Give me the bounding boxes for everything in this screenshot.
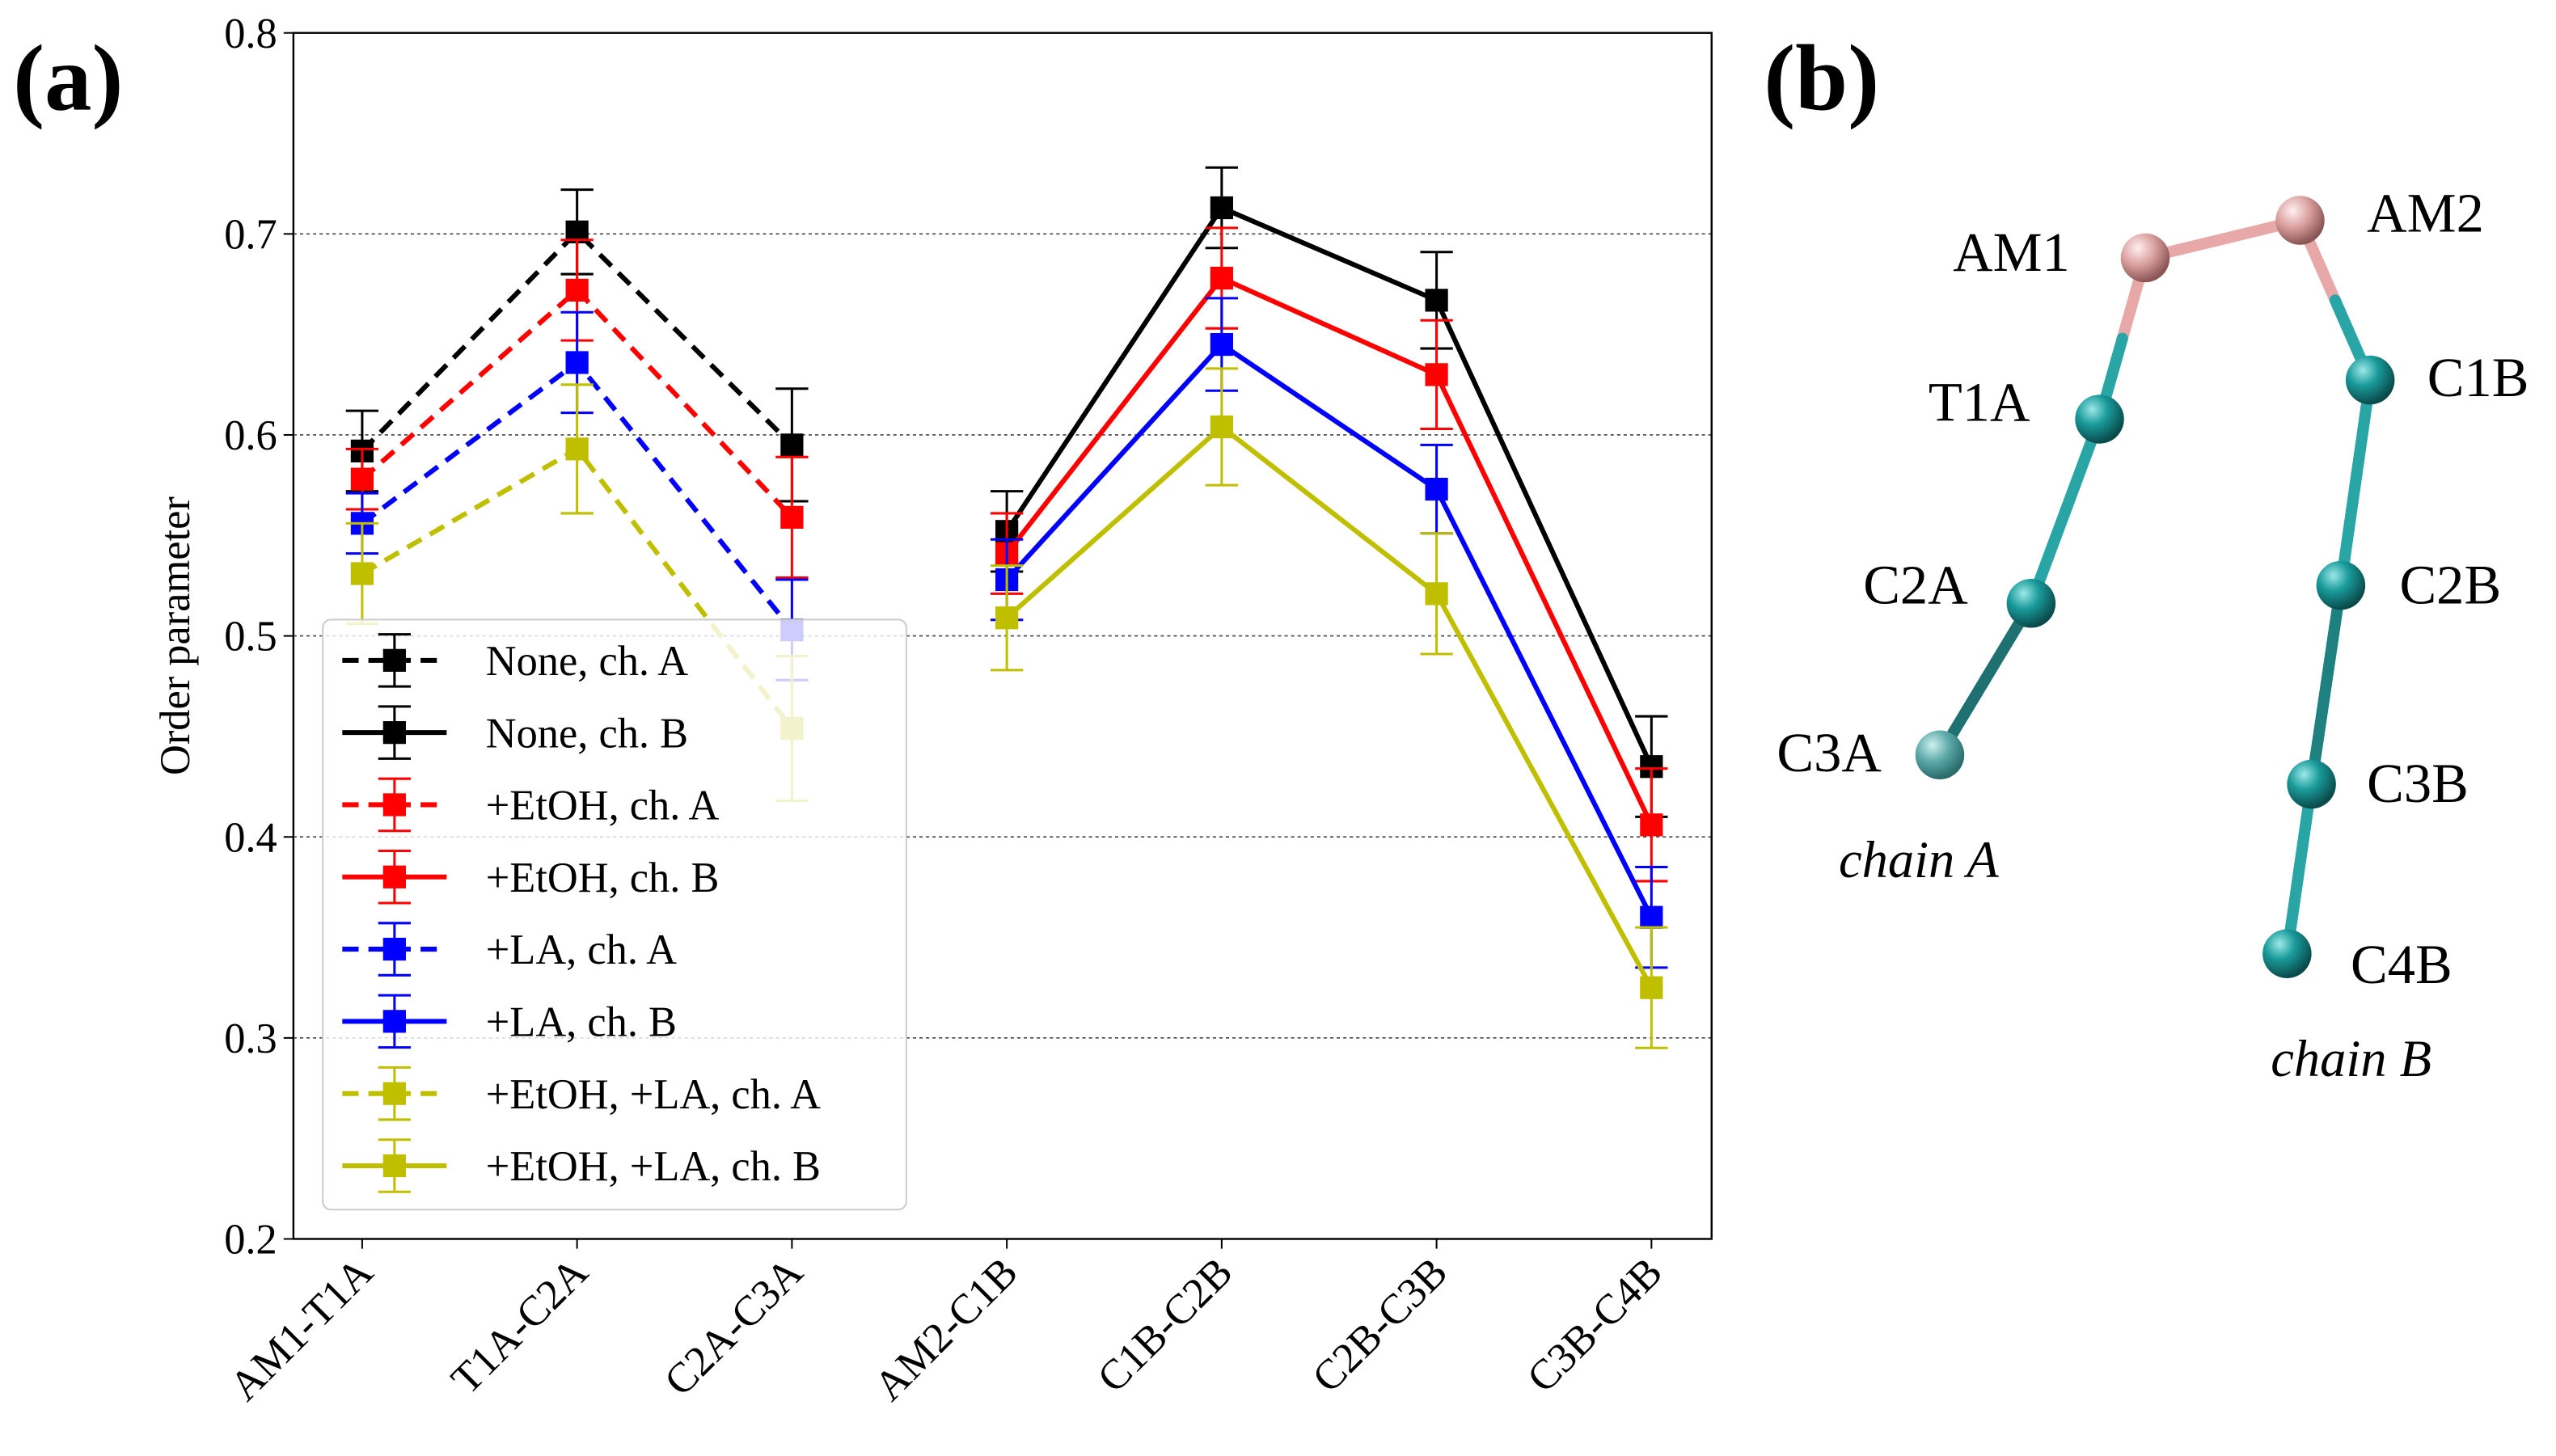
bead-c3b	[2287, 759, 2336, 809]
bead-label: C1B	[2427, 347, 2529, 408]
x-tick-label: C1B-C2B	[1088, 1248, 1241, 1401]
data-point	[350, 562, 374, 585]
legend-marker	[382, 1082, 406, 1105]
legend-entry: None, ch. B	[342, 705, 688, 760]
bead-label: AM2	[2367, 183, 2484, 244]
bead-label: C3A	[1777, 722, 1881, 783]
legend-entry: +LA, ch. A	[342, 922, 677, 977]
bead-am1	[2120, 233, 2170, 283]
data-point	[1640, 976, 1663, 999]
data-point	[780, 433, 804, 457]
series-line	[360, 228, 794, 453]
legend-marker	[382, 865, 406, 888]
panel-label-a: (a)	[13, 26, 123, 130]
x-tick-label: AM1-T1A	[221, 1248, 382, 1410]
series-line	[1004, 275, 1654, 826]
legend-marker	[382, 721, 406, 745]
plot-frame	[292, 32, 1713, 1240]
series-line	[1005, 424, 1654, 990]
data-point	[1210, 266, 1233, 290]
legend: None, ch. A None, ch. B +EtOH, ch. A +EtOH,…	[322, 618, 907, 1211]
legend-marker	[382, 937, 406, 961]
series-line	[1004, 205, 1654, 768]
legend-label: +LA, ch. B	[486, 999, 677, 1046]
chain-label-b: chain B	[2271, 1030, 2431, 1087]
series-2	[345, 238, 809, 580]
x-tick-label: C2A-C3A	[656, 1248, 812, 1404]
data-point	[1210, 415, 1233, 439]
y-tick-label: 0.4	[224, 814, 277, 861]
bead-label: AM1	[1953, 222, 2070, 283]
panel-label-b: (b)	[1764, 26, 1879, 130]
bead-c2a	[2006, 579, 2056, 628]
bead-label: C3B	[2367, 753, 2469, 814]
y-tick-label: 0.6	[224, 412, 277, 459]
legend-label: +LA, ch. A	[486, 926, 677, 973]
chain-label-a: chain A	[1839, 831, 1999, 888]
legend-label: +EtOH, ch. B	[486, 855, 720, 901]
data-point	[995, 606, 1019, 630]
data-point	[1640, 813, 1663, 837]
bead-c3a	[1915, 730, 1965, 780]
legend-label: None, ch. B	[486, 710, 688, 757]
legend-marker	[382, 793, 406, 817]
bead-label: C4B	[2351, 934, 2452, 995]
legend-entry: +EtOH, +LA, ch. B	[342, 1138, 821, 1193]
bead-label: C2B	[2399, 554, 2501, 615]
legend-label: None, ch. A	[486, 638, 688, 685]
bead-c4b	[2262, 929, 2312, 978]
data-point	[1425, 363, 1448, 386]
y-axis-label: Order parameter	[152, 496, 199, 775]
legend-entry: +EtOH, ch. A	[342, 777, 720, 833]
x-tick-label: AM2-C1B	[865, 1248, 1027, 1410]
x-tick-label: C2B-C3B	[1303, 1248, 1456, 1401]
y-tick-label: 0.8	[224, 11, 277, 57]
bead-am2	[2275, 196, 2325, 245]
series-line	[1004, 341, 1654, 919]
bead-label: C2A	[1863, 554, 1967, 615]
legend-label: +EtOH, ch. A	[486, 783, 720, 829]
bead-c2b	[2316, 560, 2366, 610]
data-point	[565, 351, 589, 374]
data-point	[1425, 289, 1448, 312]
bead-t1a	[2075, 395, 2124, 444]
legend-marker	[382, 1010, 406, 1033]
data-point	[1210, 332, 1233, 357]
legend-label: +EtOH, +LA, ch. A	[486, 1071, 821, 1118]
data-point	[350, 467, 374, 491]
legend-entry: +LA, ch. B	[342, 994, 677, 1049]
data-point	[565, 437, 589, 461]
legend-label: +EtOH, +LA, ch. B	[486, 1143, 821, 1190]
bead-c1b	[2345, 355, 2395, 405]
data-point	[1210, 196, 1233, 220]
data-point	[1425, 582, 1448, 606]
bead-label: T1A	[1929, 371, 2030, 433]
x-tick-label: T1A-C2A	[442, 1248, 597, 1403]
data-point	[1640, 905, 1663, 929]
y-tick-label: 0.5	[224, 614, 277, 660]
data-point	[565, 278, 589, 302]
y-tick-label: 0.3	[224, 1015, 277, 1062]
series-7	[990, 367, 1668, 1049]
legend-entry: +EtOH, ch. B	[342, 849, 720, 905]
legend-box	[322, 618, 907, 1211]
legend-marker	[382, 1154, 406, 1178]
data-point	[1425, 477, 1448, 501]
y-tick-label: 0.7	[224, 211, 277, 258]
data-point	[780, 505, 804, 530]
molecule-diagram: AM1 AM2 T1A C2A C3A C1B C2B C3B C4B chain A chain …	[1777, 183, 2529, 1087]
legend-marker	[382, 648, 406, 672]
y-tick-label: 0.2	[224, 1217, 277, 1264]
x-tick-label: C3B-C4B	[1519, 1248, 1671, 1401]
legend-entry: +EtOH, +LA, ch. A	[342, 1066, 821, 1121]
legend-entry: None, ch. A	[342, 633, 688, 688]
order-parameter-chart: 0.2 0.3 0.4 0.5 0.6 0.7 0.8 AM1-T1A T1A-C2A C2A-C…	[152, 11, 1713, 1410]
